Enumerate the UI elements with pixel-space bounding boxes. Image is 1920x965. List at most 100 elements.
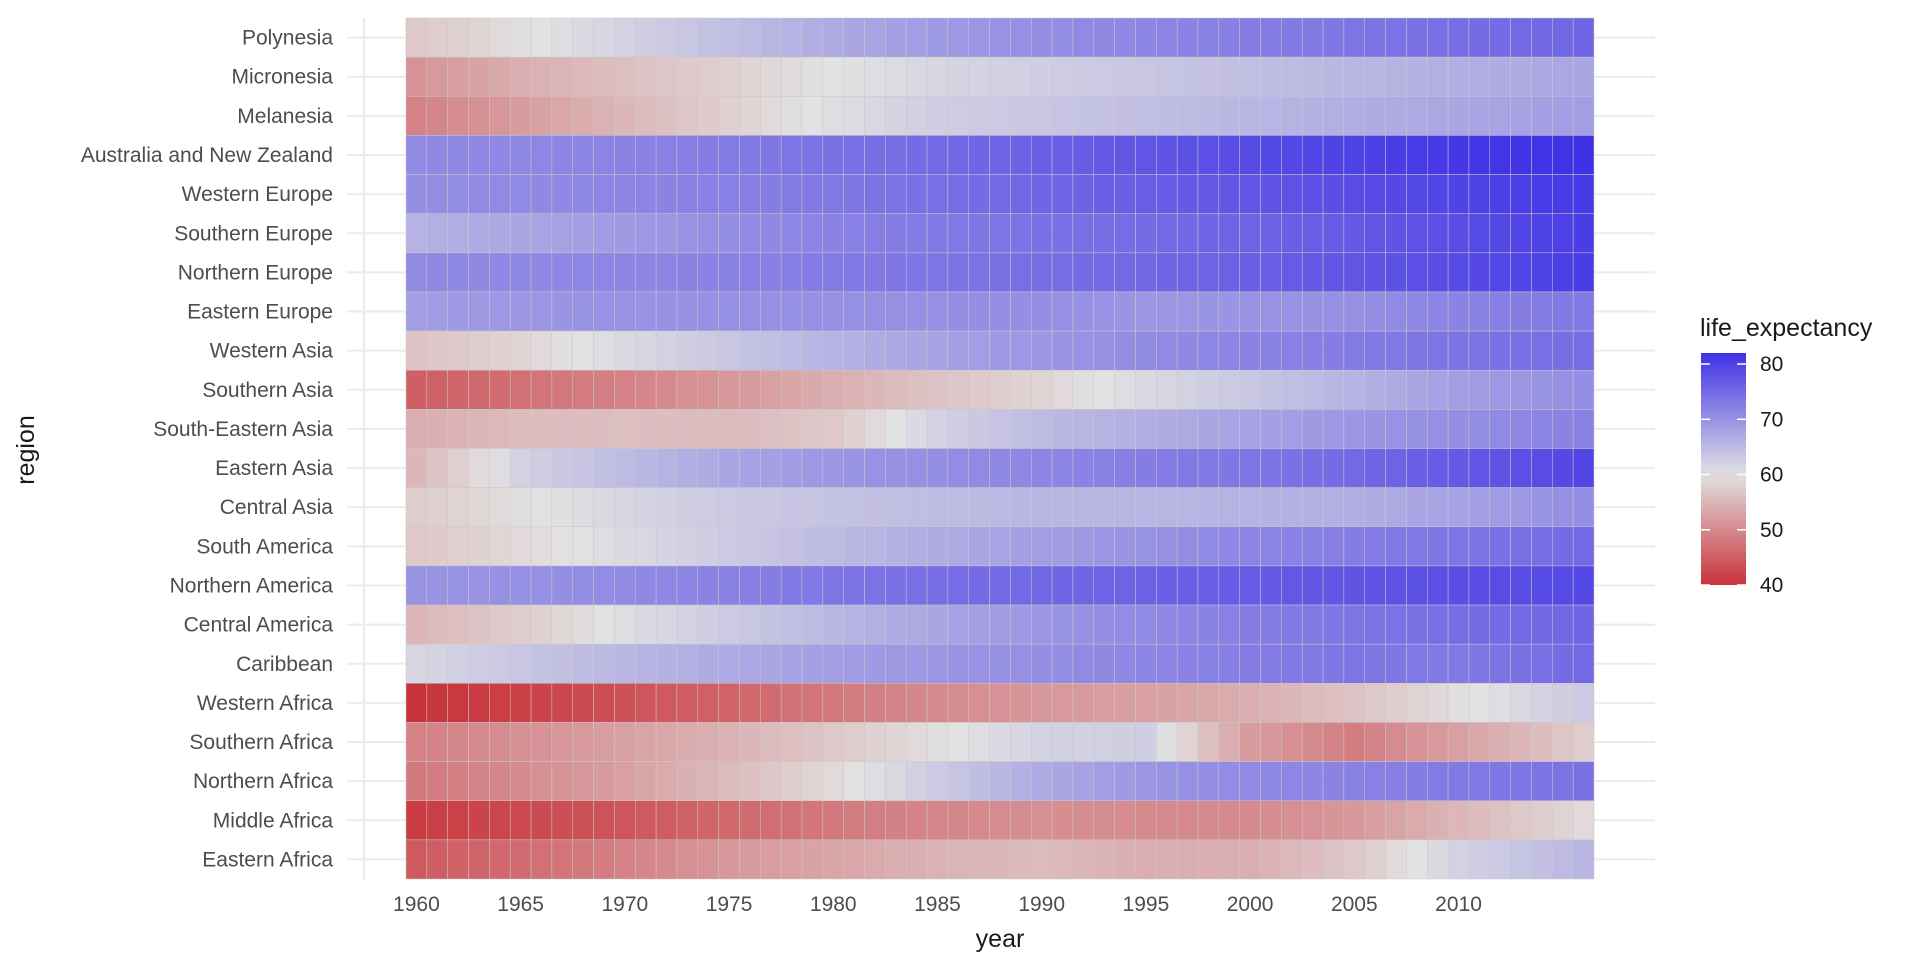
heatmap-cell xyxy=(989,213,1011,254)
heatmap-cell xyxy=(1176,56,1199,97)
heatmap-cell xyxy=(1239,643,1261,684)
heatmap-cell xyxy=(635,761,657,801)
heatmap-cell xyxy=(885,487,907,528)
heatmap-cell xyxy=(718,135,740,175)
heatmap-cell xyxy=(551,800,573,841)
heatmap-cell xyxy=(593,565,615,606)
heatmap-cell xyxy=(926,56,949,97)
heatmap-cell xyxy=(1156,291,1178,332)
heatmap-cell xyxy=(885,174,907,214)
heatmap-cell xyxy=(426,448,448,488)
heatmap-cell xyxy=(968,683,990,723)
heatmap-cell xyxy=(1468,252,1491,293)
heatmap-cell xyxy=(1447,369,1470,410)
heatmap-cell xyxy=(1468,565,1491,606)
heatmap-cell xyxy=(947,17,969,58)
heatmap-cell xyxy=(489,487,511,528)
heatmap-cell xyxy=(1468,800,1491,841)
heatmap-cell xyxy=(926,839,949,880)
heatmap-cell xyxy=(926,252,949,293)
heatmap-cell xyxy=(1176,409,1199,449)
heatmap-cell xyxy=(739,56,761,97)
heatmap-row xyxy=(405,683,1595,723)
heatmap-cell xyxy=(1114,839,1136,880)
heatmap-cell xyxy=(780,174,803,214)
heatmap-cell xyxy=(1281,683,1303,723)
heatmap-cell xyxy=(1510,96,1532,136)
heatmap-cell xyxy=(1322,565,1345,606)
heatmap-cell xyxy=(1156,800,1178,841)
y-tick-label: Eastern Europe xyxy=(187,301,333,324)
heatmap-cell xyxy=(447,800,469,841)
heatmap-cell xyxy=(1531,213,1553,254)
heatmap-cell xyxy=(1010,409,1032,449)
heatmap-cell xyxy=(1031,604,1053,645)
heatmap-cell xyxy=(864,330,886,371)
heatmap-cell xyxy=(1114,291,1136,332)
heatmap-cell xyxy=(1468,174,1491,214)
heatmap-cell xyxy=(1385,683,1407,723)
heatmap-cell xyxy=(593,369,615,410)
heatmap-cell xyxy=(1239,565,1261,606)
heatmap-cell xyxy=(593,330,615,371)
heatmap-cell xyxy=(1072,291,1095,332)
heatmap-cell xyxy=(551,565,573,606)
heatmap-cell xyxy=(1572,604,1595,645)
heatmap-cell xyxy=(718,291,740,332)
heatmap-cell xyxy=(572,252,594,293)
heatmap-cell xyxy=(780,448,803,488)
heatmap-cell xyxy=(1447,448,1470,488)
heatmap-cell xyxy=(1051,800,1074,841)
heatmap-cell xyxy=(426,643,448,684)
heatmap-cell xyxy=(468,487,490,528)
legend-tick-label: 50 xyxy=(1760,519,1783,542)
heatmap-cell xyxy=(1427,369,1449,410)
heatmap-cell xyxy=(760,135,782,175)
heatmap-cell xyxy=(947,213,969,254)
heatmap-cell xyxy=(843,174,865,214)
heatmap-cell xyxy=(1427,96,1449,136)
heatmap-cell xyxy=(676,683,699,723)
heatmap-cell xyxy=(509,213,532,254)
heatmap-cell xyxy=(1010,839,1032,880)
heatmap-cell xyxy=(989,800,1011,841)
heatmap-cell xyxy=(1572,800,1595,841)
heatmap-cell xyxy=(1510,487,1532,528)
heatmap-cell xyxy=(1364,683,1386,723)
heatmap-cell xyxy=(1239,56,1261,97)
heatmap-cell xyxy=(760,174,782,214)
heatmap-cell xyxy=(426,17,448,58)
heatmap-cell xyxy=(1301,369,1324,410)
y-tick-label: Northern Africa xyxy=(193,770,333,793)
heatmap-cell xyxy=(1197,135,1220,175)
heatmap-cell xyxy=(1135,683,1157,723)
heatmap-cell xyxy=(968,526,990,567)
heatmap-cell xyxy=(1531,330,1553,371)
heatmap-cell xyxy=(489,252,511,293)
heatmap-cell xyxy=(489,291,511,332)
heatmap-cell xyxy=(635,252,657,293)
heatmap-cell xyxy=(1281,369,1303,410)
heatmap-cell xyxy=(947,96,969,136)
heatmap-cell xyxy=(530,722,553,762)
heatmap-cell xyxy=(1531,252,1553,293)
heatmap-cell xyxy=(509,487,532,528)
heatmap-cell xyxy=(1135,174,1157,214)
heatmap-cell xyxy=(1260,17,1282,58)
heatmap-cell xyxy=(551,174,573,214)
heatmap-cell xyxy=(1114,526,1136,567)
heatmap-cell xyxy=(530,800,553,841)
heatmap-cell xyxy=(885,604,907,645)
heatmap-cell xyxy=(1301,17,1324,58)
heatmap-cell xyxy=(864,213,886,254)
heatmap-cell xyxy=(1281,174,1303,214)
heatmap-cell xyxy=(697,761,719,801)
x-tick-label: 2010 xyxy=(1435,893,1482,916)
heatmap-cell xyxy=(760,291,782,332)
heatmap-cell xyxy=(739,643,761,684)
heatmap-cell xyxy=(405,604,428,645)
heatmap-cell xyxy=(1135,135,1157,175)
heatmap-cell xyxy=(885,56,907,97)
heatmap-cell xyxy=(801,565,824,606)
heatmap-cell xyxy=(468,330,490,371)
